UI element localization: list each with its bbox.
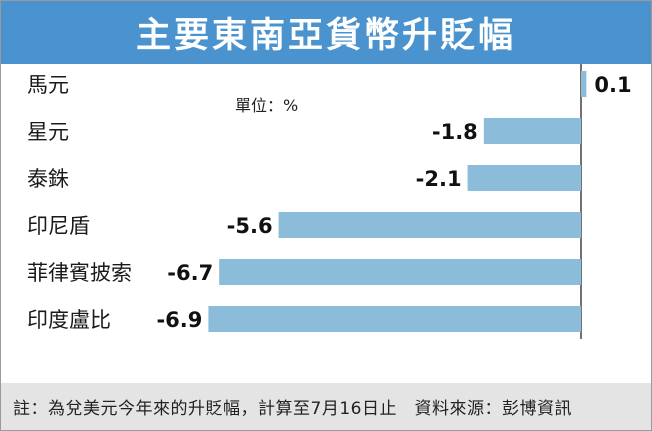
- value-label: -5.6: [227, 214, 273, 238]
- value-label: -6.7: [167, 261, 213, 285]
- category-label: 星元: [27, 120, 69, 144]
- value-label: -2.1: [416, 167, 462, 191]
- footnote-bar: 註：為兌美元今年來的升貶幅，計算至7月16日止 資料來源：彭博資訊: [1, 383, 651, 430]
- category-label: 菲律賓披索: [27, 261, 132, 285]
- value-label: -1.8: [432, 120, 478, 144]
- category-label: 馬元: [27, 73, 69, 97]
- category-label: 泰銖: [27, 167, 69, 191]
- chart-title: 主要東南亞貨幣升貶幅: [135, 16, 516, 56]
- footnote-text: 註：為兌美元今年來的升貶幅，計算至7月16日止 資料來源：彭博資訊: [13, 399, 572, 419]
- bar: [278, 212, 581, 238]
- value-label: 0.1: [594, 73, 631, 97]
- title-bar: 主要東南亞貨幣升貶幅: [1, 1, 651, 64]
- value-label: -6.9: [156, 308, 202, 332]
- bar: [483, 118, 581, 144]
- bar: [219, 259, 581, 285]
- bar: [208, 306, 581, 332]
- bar: [581, 71, 587, 97]
- category-label: 印尼盾: [27, 214, 90, 238]
- bar-chart: 馬元 0.1 星元 -1.8 泰銖 -2.1 印尼盾 -5.6 菲律賓披索 -6.7 印度盧比 -6.…: [27, 64, 632, 339]
- bar: [467, 165, 581, 191]
- category-label: 印度盧比: [27, 308, 111, 332]
- unit-label: 單位：%: [235, 96, 299, 115]
